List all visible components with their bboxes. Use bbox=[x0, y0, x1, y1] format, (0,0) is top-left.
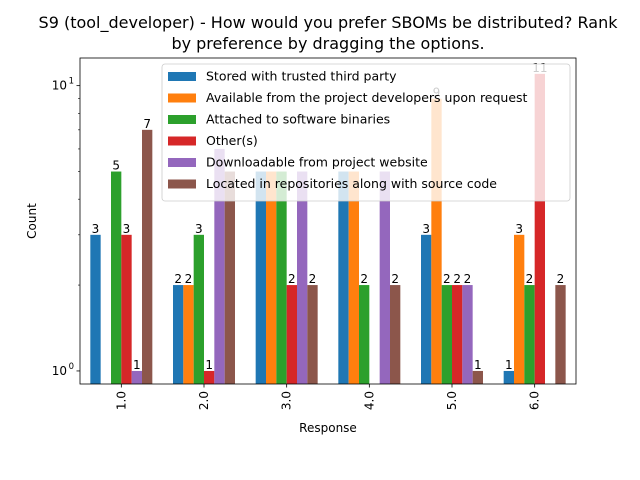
bar-label-s3-c0: 3 bbox=[123, 222, 131, 236]
bar-s0-c3 bbox=[338, 171, 349, 384]
bar-s4-c4 bbox=[462, 285, 473, 384]
legend: Stored with trusted third party Available… bbox=[161, 63, 571, 202]
x-tick-label-0: 1.0 bbox=[114, 391, 128, 410]
bar-s4-c1 bbox=[214, 148, 225, 384]
bar-s2-c2 bbox=[276, 171, 287, 384]
y-tick-exp-0: 0 bbox=[69, 362, 74, 372]
legend-swatch-5 bbox=[168, 179, 196, 189]
bar-s1-c4 bbox=[431, 98, 442, 384]
bar-label-s2-c1: 3 bbox=[195, 222, 203, 236]
legend-label-2: Attached to software binaries bbox=[206, 112, 390, 127]
bar-s4-c3 bbox=[379, 171, 390, 384]
bar-label-s2-c4: 2 bbox=[443, 272, 451, 286]
bar-label-s0-c1: 2 bbox=[174, 272, 182, 286]
bar-s0-c4 bbox=[421, 234, 432, 384]
bar-label-s1-c5: 3 bbox=[515, 222, 523, 236]
y-tick-label-1: 10 bbox=[52, 79, 67, 93]
legend-swatch-2 bbox=[168, 115, 196, 124]
bar-s1-c5 bbox=[514, 234, 525, 384]
bar-s3-c0 bbox=[121, 234, 132, 384]
bar-s5-c2 bbox=[307, 285, 318, 384]
bar-label-s3-c2: 2 bbox=[288, 272, 296, 286]
bar-label-s5-c0: 7 bbox=[143, 117, 151, 131]
y-tick-label-0: 10 bbox=[52, 364, 67, 378]
bar-s5-c1 bbox=[224, 171, 235, 384]
bar-label-s1-c1: 2 bbox=[185, 272, 193, 286]
chart-title-line-2: by preference by dragging the options. bbox=[171, 34, 484, 53]
legend-label-1: Available from the project developers up… bbox=[206, 90, 528, 105]
bar-s4-c0 bbox=[131, 370, 142, 384]
x-tick-label-4: 5.0 bbox=[445, 391, 459, 410]
bar-s0-c2 bbox=[255, 171, 266, 384]
bar-label-s2-c0: 5 bbox=[112, 159, 120, 173]
legend-box bbox=[161, 63, 571, 202]
bar-s5-c5 bbox=[555, 285, 566, 384]
legend-swatch-4 bbox=[168, 158, 196, 167]
bar-s4-c2 bbox=[297, 171, 308, 384]
x-tick-label-3: 4.0 bbox=[362, 391, 376, 410]
bars bbox=[90, 73, 566, 384]
axes-frame bbox=[79, 57, 577, 385]
bar-label-s4-c0: 1 bbox=[133, 358, 141, 372]
x-tick-label-2: 3.0 bbox=[280, 391, 294, 410]
bar-label-s5-c3: 2 bbox=[391, 272, 399, 286]
bar-s3-c4 bbox=[452, 285, 463, 384]
legend-label-5: Located in repositories along with sourc… bbox=[206, 176, 497, 191]
bar-label-s0-c4: 3 bbox=[422, 222, 430, 236]
bar-s1-c3 bbox=[348, 171, 359, 384]
bar-label-s0-c0: 3 bbox=[92, 222, 100, 236]
y-tick-exp-1: 1 bbox=[69, 77, 74, 87]
bar-s3-c5 bbox=[534, 73, 545, 384]
bar-label-s2-c5: 2 bbox=[526, 272, 534, 286]
x-tick-label-5: 6.0 bbox=[528, 391, 542, 410]
legend-swatch-1 bbox=[168, 93, 196, 103]
bar-s5-c0 bbox=[142, 129, 153, 384]
legend-label-0: Stored with trusted third party bbox=[206, 69, 397, 84]
bar-s1-c1 bbox=[183, 285, 194, 384]
bar-s0-c5 bbox=[503, 370, 514, 384]
bar-s2-c3 bbox=[359, 285, 370, 384]
bar-s5-c4 bbox=[472, 370, 483, 384]
bar-s0-c1 bbox=[173, 285, 184, 384]
bar-s5-c3 bbox=[390, 285, 401, 384]
bar-label-s4-c4: 2 bbox=[464, 272, 472, 286]
legend-label-3: Other(s) bbox=[206, 133, 258, 148]
bar-label-s5-c4: 1 bbox=[474, 358, 482, 372]
bar-label-s3-c4: 2 bbox=[453, 272, 461, 286]
bar-s2-c5 bbox=[524, 285, 535, 384]
bar-s2-c0 bbox=[111, 171, 122, 384]
legend-swatch-3 bbox=[168, 136, 196, 146]
bar-label-s3-c1: 1 bbox=[205, 358, 213, 372]
x-axis-label: Response bbox=[299, 421, 357, 435]
x-tick-label-1: 2.0 bbox=[197, 391, 211, 410]
bar-s2-c4 bbox=[441, 285, 452, 384]
bar-label-s5-c5: 2 bbox=[557, 272, 565, 286]
bar-s1-c2 bbox=[266, 171, 277, 384]
bar-label-s5-c2: 2 bbox=[309, 272, 317, 286]
chart-title-line-1: S9 (tool_developer) - How would you pref… bbox=[39, 13, 619, 33]
legend-swatch-0 bbox=[168, 72, 196, 81]
bar-s2-c1 bbox=[193, 234, 204, 384]
bar-label-s0-c5: 1 bbox=[505, 358, 513, 372]
bar-label-s2-c3: 2 bbox=[360, 272, 368, 286]
bar-s3-c1 bbox=[204, 370, 215, 384]
legend-label-4: Downloadable from project website bbox=[206, 155, 428, 170]
bar-s3-c2 bbox=[286, 285, 297, 384]
y-axis-label: Count bbox=[25, 203, 39, 239]
bar-s0-c0 bbox=[90, 234, 101, 384]
